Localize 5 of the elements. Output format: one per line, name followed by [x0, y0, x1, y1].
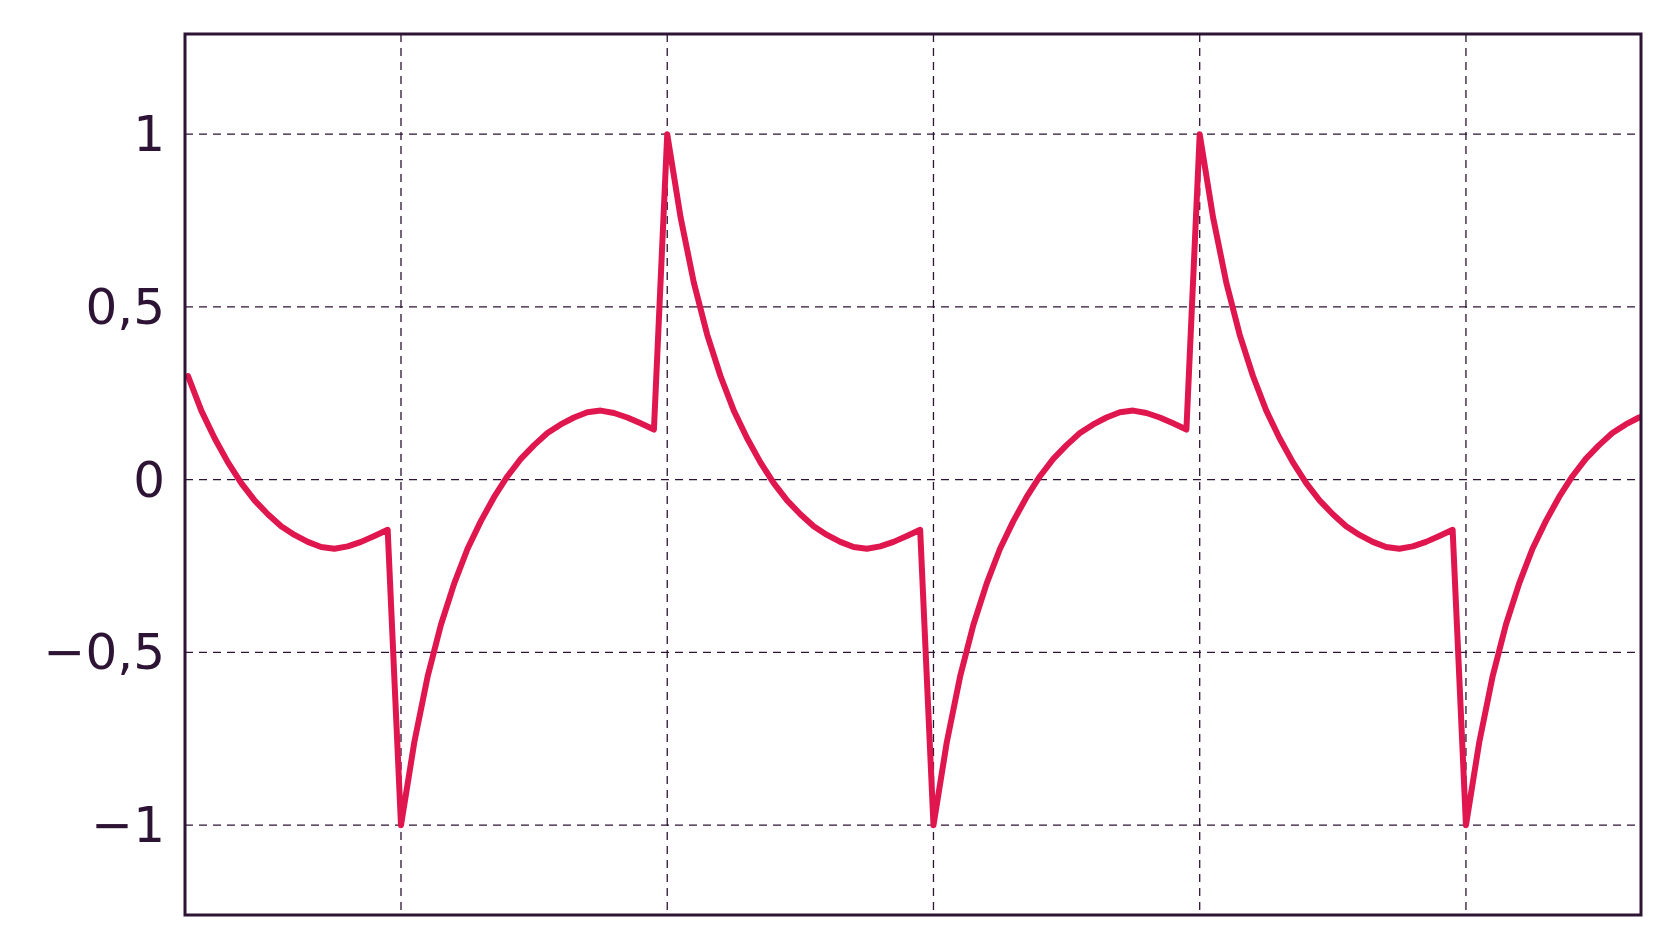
y-tick-label: 0: [133, 450, 165, 509]
y-tick-label: −0,5: [43, 623, 165, 682]
y-tick-label: 1: [133, 105, 165, 164]
y-tick-label: −1: [91, 796, 165, 855]
y-tick-label: 0,5: [85, 277, 165, 336]
